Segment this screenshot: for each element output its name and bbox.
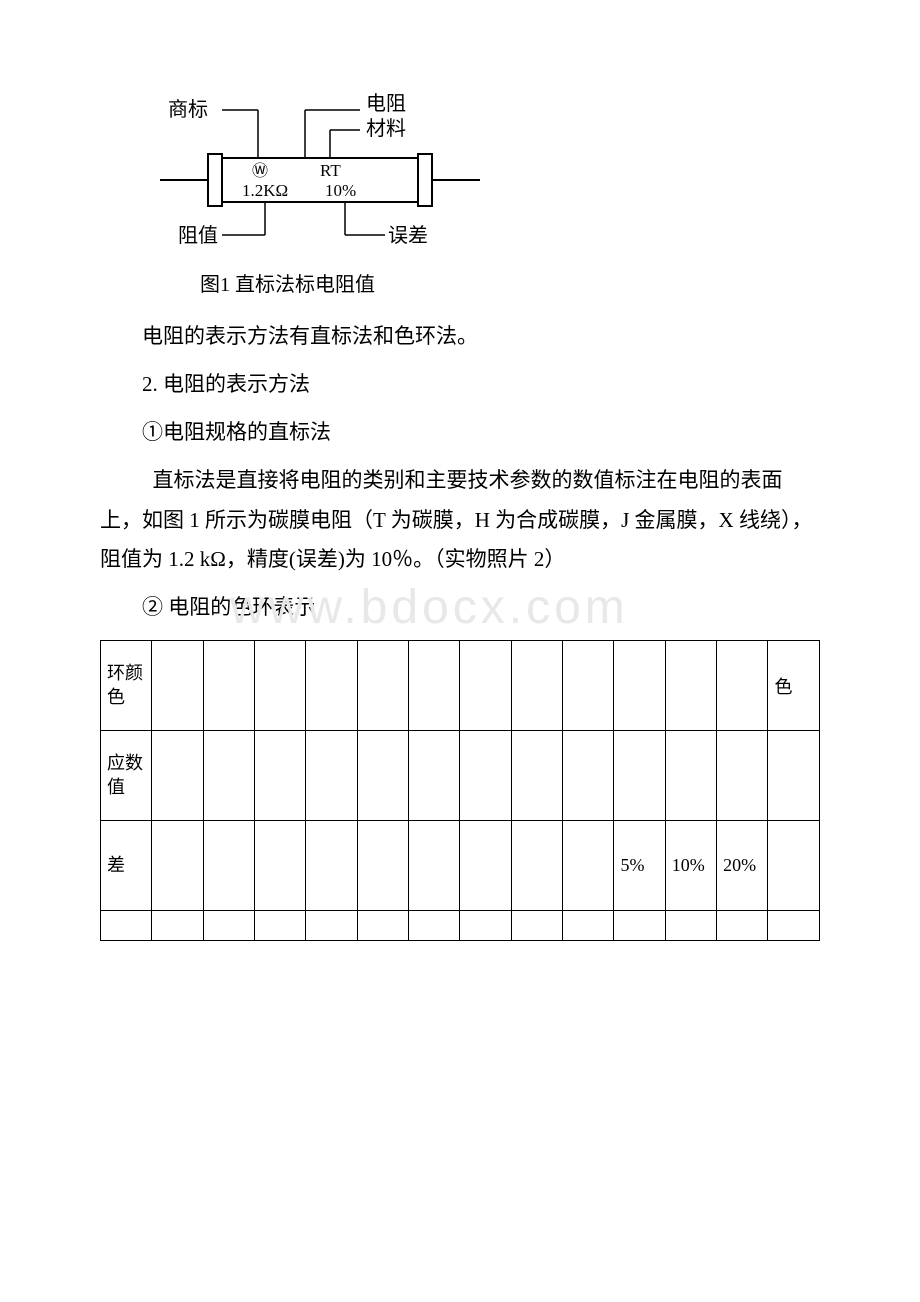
row4-label [101,911,152,941]
table-row: 环颜色 色 [101,641,820,731]
table-cell [614,731,665,821]
paragraph-1: 电阻的表示方法有直标法和色环法。 [100,317,820,357]
table-cell [306,641,357,731]
row1-label: 环颜色 [101,641,152,731]
table-cell [665,731,716,821]
table-cell [563,731,614,821]
table-cell [409,821,460,911]
table-cell [460,731,511,821]
table-cell [511,731,562,821]
resistor-diagram: Ⓦ RT 1.2KΩ 10% 商标 电阻 材料 阻值 误差 图1 直标法标电阻值 [160,80,820,297]
diagram-symbol: Ⓦ [252,162,268,180]
table-cell [255,731,306,821]
row4-trailing [768,911,820,941]
diagram-tolerance: 10% [325,181,356,200]
table-cell [511,821,562,911]
table-cell [460,911,511,941]
label-value: 阻值 [178,224,218,247]
table-cell [152,731,203,821]
table-cell [511,911,562,941]
table-cell [717,911,768,941]
table-cell [409,911,460,941]
table-cell [563,911,614,941]
table-cell [357,641,408,731]
diagram-value: 1.2KΩ [242,181,288,200]
table-cell [306,821,357,911]
table-cell [717,641,768,731]
table-cell [409,731,460,821]
table-cell [357,731,408,821]
label-material: 材料 [366,117,406,140]
table-cell [152,641,203,731]
label-error: 误差 [388,224,428,247]
color-band-table: 环颜色 色 应数值 [100,640,820,941]
table-cell [614,641,665,731]
table-cell [357,911,408,941]
table-cell [255,641,306,731]
table-cell [563,641,614,731]
table-cell [152,911,203,941]
paragraph-3: ①电阻规格的直标法 [100,413,820,453]
content-block: 电阻的表示方法有直标法和色环法。 2. 电阻的表示方法 ①电阻规格的直标法 直标… [100,317,820,628]
table-cell [255,911,306,941]
paragraph-2: 2. 电阻的表示方法 [100,365,820,405]
table-cell [357,821,408,911]
row2-trailing [768,731,820,821]
row1-trailing: 色 [768,641,820,731]
table-cell [665,641,716,731]
table-cell [665,911,716,941]
table-row: 应数值 [101,731,820,821]
diagram-caption: 图1 直标法标电阻值 [200,268,820,297]
label-resistance: 电阻 [366,92,406,115]
color-band-table-wrapper: 环颜色 色 应数值 [100,640,820,941]
table-cell [152,821,203,911]
table-cell [306,731,357,821]
table-cell: 5% [614,821,665,911]
resistor-svg: Ⓦ RT 1.2KΩ 10% 商标 电阻 材料 阻值 误差 [160,80,480,260]
table-cell [460,821,511,911]
diagram-code: RT [320,161,341,180]
paragraph-5: ② 电阻的色环表示 [100,588,820,628]
table-cell [614,911,665,941]
table-cell [409,641,460,731]
table-cell: 20% [717,821,768,911]
table-cell [203,641,254,731]
table-cell [203,821,254,911]
table-cell [255,821,306,911]
table-cell [511,641,562,731]
table-cell [460,641,511,731]
table-cell [563,821,614,911]
row2-label: 应数值 [101,731,152,821]
row3-label: 差 [101,821,152,911]
row3-trailing [768,821,820,911]
table-cell [203,731,254,821]
table-cell [717,731,768,821]
paragraph-4: 直标法是直接将电阻的类别和主要技术参数的数值标注在电阻的表面上，如图 1 所示为… [100,461,820,581]
label-trademark: 商标 [168,98,208,121]
table-cell [203,911,254,941]
table-row: 差 5% 10% 20% [101,821,820,911]
table-row [101,911,820,941]
table-cell: 10% [665,821,716,911]
table-cell [306,911,357,941]
